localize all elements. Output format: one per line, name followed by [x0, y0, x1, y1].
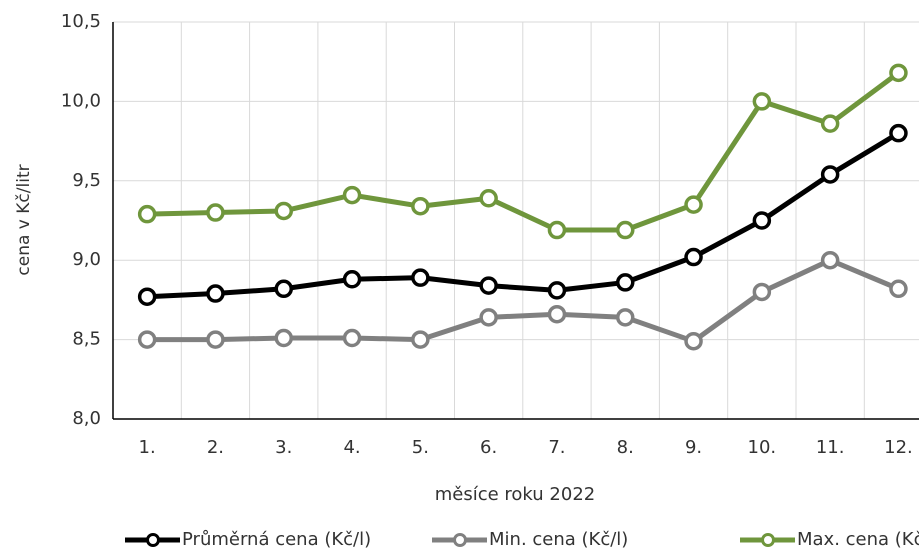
data-point	[411, 196, 430, 216]
series-line	[147, 131, 900, 300]
x-tick-label: 7.	[548, 437, 565, 458]
data-point	[616, 308, 635, 327]
x-tick-label: 6.	[480, 437, 497, 458]
data-point	[206, 203, 225, 222]
data-point	[616, 273, 635, 292]
legend-label: Max. cena (Kč/l)	[797, 529, 919, 550]
data-point	[479, 189, 498, 208]
y-axis-label: cena v Kč/litr	[14, 164, 34, 275]
data-point	[752, 282, 772, 302]
data-point	[137, 287, 157, 306]
x-tick-label: 10.	[748, 437, 777, 458]
data-point	[820, 250, 840, 270]
data-point	[274, 201, 293, 221]
data-point	[411, 330, 430, 349]
x-tick-label: 8.	[617, 437, 634, 458]
y-tick-label: 10,5	[61, 11, 101, 32]
legend-label: Průměrná cena (Kč/l)	[182, 529, 371, 550]
data-point	[889, 279, 908, 299]
data-point	[342, 185, 362, 205]
x-tick-label: 3.	[275, 437, 292, 458]
data-point	[206, 330, 225, 349]
x-tick-label: 2.	[207, 437, 224, 458]
data-point	[274, 328, 293, 348]
data-point	[137, 330, 157, 349]
data-point	[547, 281, 567, 300]
y-tick-label: 10,0	[61, 90, 101, 111]
x-tick-label: 1.	[139, 437, 156, 458]
data-point	[820, 165, 840, 184]
data-point	[616, 220, 635, 240]
y-tick-label: 8,5	[72, 329, 101, 350]
x-tick-label: 5.	[412, 437, 429, 458]
data-point	[547, 304, 567, 324]
data-point	[752, 92, 772, 111]
series-line	[147, 257, 900, 344]
x-tick-label: 4.	[343, 437, 360, 458]
data-point	[820, 114, 840, 133]
data-point	[889, 63, 908, 83]
data-point	[342, 270, 362, 289]
y-tick-label: 9,0	[72, 249, 101, 270]
series-line	[147, 70, 900, 233]
data-point	[547, 220, 567, 240]
data-point	[684, 331, 703, 351]
legend-marker	[761, 533, 775, 547]
data-point	[684, 195, 703, 214]
data-point	[752, 211, 772, 230]
data-point	[137, 204, 157, 224]
x-axis-label: měsíce roku 2022	[435, 484, 596, 505]
data-point	[479, 276, 498, 295]
data-point	[889, 123, 908, 143]
data-point	[411, 268, 430, 287]
data-point	[274, 279, 293, 299]
data-point	[206, 284, 225, 303]
x-tick-label: 9.	[685, 437, 702, 458]
y-tick-label: 9,5	[72, 170, 101, 191]
data-point	[479, 308, 498, 327]
data-point	[684, 247, 703, 267]
legend-label: Min. cena (Kč/l)	[489, 529, 628, 550]
x-tick-label: 11.	[816, 437, 845, 458]
legend-marker	[453, 533, 467, 547]
data-point	[342, 328, 362, 348]
y-tick-label: 8,0	[72, 408, 101, 429]
legend-marker	[146, 533, 160, 547]
x-tick-label: 12.	[884, 437, 913, 458]
